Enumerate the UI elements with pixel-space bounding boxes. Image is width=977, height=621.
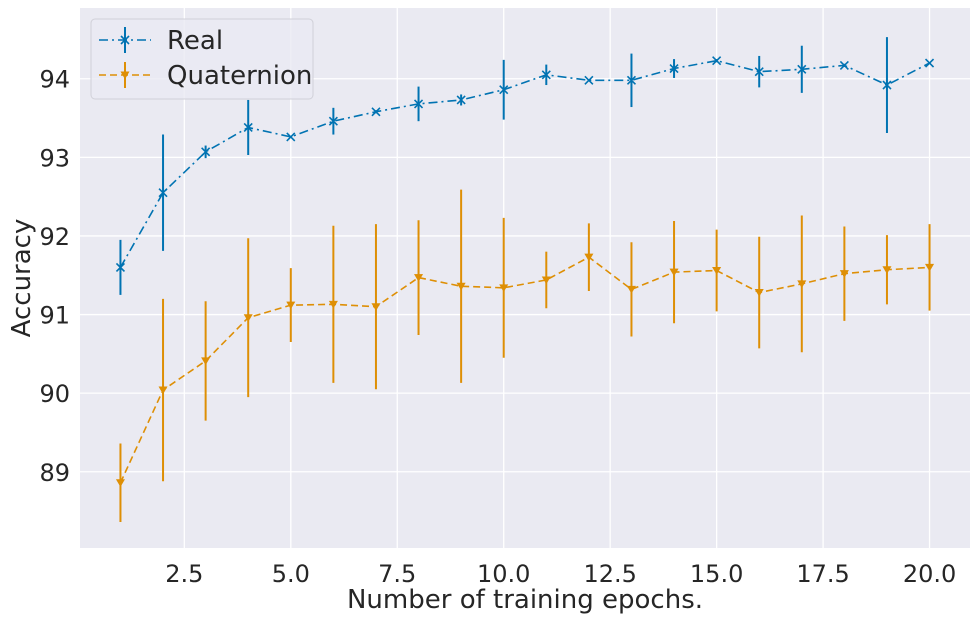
marker-stroke (120, 35, 130, 45)
marker-stroke (201, 147, 211, 157)
y-tick-label: 94 (39, 66, 70, 94)
marker-stroke (626, 75, 637, 85)
data-point (797, 280, 807, 289)
series-line (119, 256, 930, 484)
data-point (328, 300, 338, 309)
data-point (669, 268, 679, 277)
data-point (243, 314, 253, 322)
marker-stroke (839, 60, 849, 70)
data-point (456, 95, 466, 105)
marker-stroke (371, 107, 381, 117)
legend-marker (120, 71, 130, 80)
data-point (286, 301, 296, 310)
data-point (712, 267, 722, 275)
marker-stroke (541, 70, 551, 80)
marker-stroke (797, 64, 807, 74)
legend-box (90, 18, 314, 100)
marker-stroke (158, 188, 168, 198)
data-point (158, 386, 168, 395)
data-point (839, 270, 849, 278)
data-point (413, 99, 424, 109)
legend-item-real: Real (99, 26, 223, 56)
marker-stroke (115, 262, 126, 272)
x-tick-label: 2.5 (165, 560, 203, 588)
data-point (286, 132, 296, 142)
data-point (115, 479, 125, 487)
x-tick-label: 20.0 (903, 560, 956, 588)
x-axis-label: Number of training epochs. (347, 585, 703, 615)
data-point (456, 282, 466, 291)
legend-label: Real (167, 26, 223, 56)
marker-stroke (286, 132, 296, 142)
data-point (712, 56, 722, 66)
data-point (584, 75, 594, 85)
data-point (499, 85, 509, 95)
x-tick-label: 7.5 (378, 560, 416, 588)
data-point (839, 60, 849, 70)
data-point (754, 67, 764, 77)
y-tick-label: 91 (39, 302, 70, 330)
series-real (115, 37, 935, 295)
marker-stroke (754, 67, 764, 77)
data-point (328, 116, 338, 126)
y-tick-label: 93 (39, 144, 70, 172)
data-point (754, 289, 764, 297)
x-tick-label: 5.0 (272, 560, 310, 588)
data-point (924, 58, 935, 68)
data-point (115, 262, 126, 272)
legend-item-quaternion: Quaternion (99, 61, 312, 91)
y-tick-label: 92 (39, 223, 70, 251)
series-layer (115, 37, 935, 523)
data-point (414, 274, 424, 282)
series-line (119, 59, 930, 268)
y-axis-label: Accuracy (7, 219, 37, 338)
legend: Real Quaternion (90, 18, 314, 100)
x-tick-label: 15.0 (690, 560, 743, 588)
data-point (541, 276, 551, 285)
data-point (499, 284, 509, 293)
data-point (541, 70, 551, 80)
data-point (626, 75, 637, 85)
data-point (626, 285, 636, 294)
marker-stroke (882, 80, 892, 90)
data-point (797, 64, 807, 74)
data-point (201, 147, 211, 157)
grid (80, 8, 970, 548)
data-point (371, 107, 381, 117)
data-point (371, 303, 381, 311)
marker-stroke (584, 75, 594, 85)
x-tick-label: 12.5 (583, 560, 636, 588)
data-point (882, 80, 892, 90)
data-point (925, 263, 935, 272)
marker-stroke (669, 63, 679, 74)
y-tick-label: 90 (39, 380, 70, 408)
y-tick-label: 89 (39, 459, 70, 487)
series-quaternion (115, 189, 935, 523)
data-point (201, 357, 211, 366)
marker-stroke (413, 99, 424, 109)
tick-labels: 2.5 5.0 7.5 10.0 12.5 15.0 17.5 20.0 89 90 91 92 93 9… (39, 66, 956, 588)
legend-marker (120, 35, 130, 45)
marker-stroke (456, 95, 466, 105)
marker-stroke (243, 122, 253, 133)
marker-stroke (924, 58, 935, 68)
x-tick-label: 10.0 (477, 560, 530, 588)
marker-stroke (712, 56, 722, 66)
marker-stroke (499, 85, 509, 95)
data-point (158, 188, 168, 198)
legend-label: Quaternion (167, 61, 312, 91)
data-point (243, 122, 253, 133)
marker-stroke (328, 116, 338, 126)
x-tick-label: 17.5 (796, 560, 849, 588)
data-point (882, 266, 892, 274)
data-point (669, 63, 679, 74)
data-point (584, 253, 594, 262)
